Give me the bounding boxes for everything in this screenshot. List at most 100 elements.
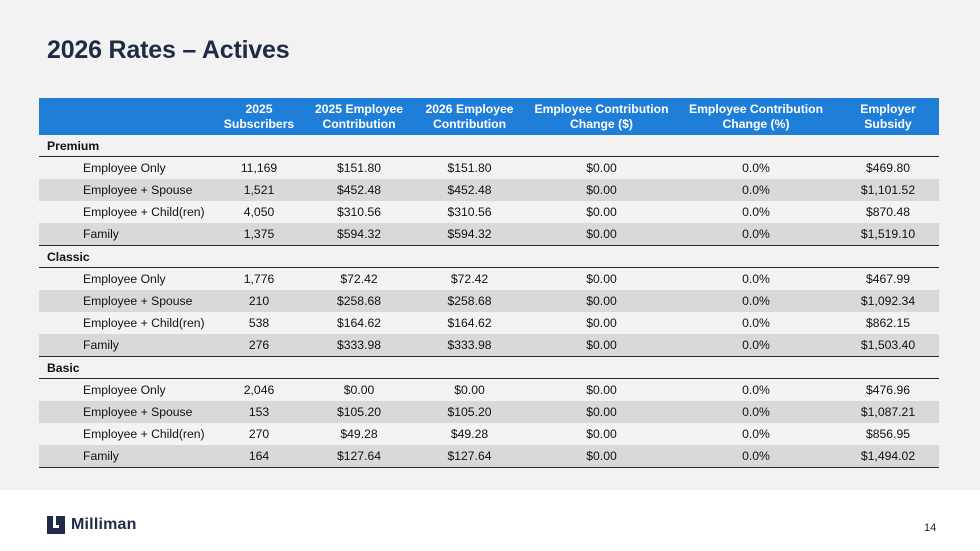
table-cell: $0.00	[528, 267, 675, 290]
table-cell: 1,375	[211, 223, 307, 246]
table-cell: $310.56	[307, 201, 411, 223]
table-cell: $0.00	[528, 179, 675, 201]
table-cell: $0.00	[528, 312, 675, 334]
table-cell: $333.98	[411, 334, 528, 357]
table-row: Employee + Spouse 153 $105.20 $105.20 $0.00 0…	[39, 401, 939, 423]
table-cell: $467.99	[837, 267, 939, 290]
table-cell: $258.68	[411, 290, 528, 312]
table-cell: $310.56	[411, 201, 528, 223]
milliman-logo: Milliman	[47, 515, 137, 535]
table-cell: 210	[211, 290, 307, 312]
section-header-row: Classic	[39, 245, 939, 268]
table-cell: $105.20	[411, 401, 528, 423]
table-cell: $856.95	[837, 423, 939, 445]
table-row: Employee + Child(ren) 4,050 $310.56 $310.56…	[39, 201, 939, 223]
table-cell: 0.0%	[675, 378, 837, 401]
table-cell: $72.42	[411, 267, 528, 290]
table-cell: $594.32	[411, 223, 528, 246]
column-header: Employer Subsidy	[837, 98, 939, 135]
section-header-row: Basic	[39, 356, 939, 379]
table-cell: $452.48	[307, 179, 411, 201]
table-row: Family 276 $333.98 $333.98 $0.00 0.0% $1,503.4…	[39, 334, 939, 357]
table-cell: 0.0%	[675, 223, 837, 246]
table-cell: 0.0%	[675, 290, 837, 312]
table-row: Employee + Spouse 210 $258.68 $258.68 $0.00 0…	[39, 290, 939, 312]
table-cell: 4,050	[211, 201, 307, 223]
table-cell: 2,046	[211, 378, 307, 401]
table-cell: $49.28	[411, 423, 528, 445]
milliman-logo-icon	[47, 516, 65, 534]
table-cell: $870.48	[837, 201, 939, 223]
table-cell: 270	[211, 423, 307, 445]
table-cell: $469.80	[837, 156, 939, 179]
table-cell: $0.00	[528, 290, 675, 312]
coverage-tier-label: Employee + Spouse	[39, 290, 211, 312]
table-cell: 0.0%	[675, 179, 837, 201]
table-cell: 1,521	[211, 179, 307, 201]
column-header: 2025 Subscribers	[211, 98, 307, 135]
column-header: 2025 Employee Contribution	[307, 98, 411, 135]
table-cell: $151.80	[411, 156, 528, 179]
section-header-row: Premium	[39, 135, 939, 157]
coverage-tier-label: Family	[39, 334, 211, 357]
table-cell: $105.20	[307, 401, 411, 423]
table-cell: 538	[211, 312, 307, 334]
coverage-tier-label: Employee + Child(ren)	[39, 312, 211, 334]
table-body: Premium Employee Only 11,169 $151.80 $151.80…	[39, 135, 939, 468]
table-cell: 11,169	[211, 156, 307, 179]
section-label: Basic	[39, 356, 939, 379]
coverage-tier-label: Employee + Child(ren)	[39, 423, 211, 445]
table-cell: $127.64	[307, 445, 411, 468]
table-row: Family 164 $127.64 $127.64 $0.00 0.0% $1,494.0…	[39, 445, 939, 468]
page-number: 14	[924, 522, 937, 534]
table-cell: $258.68	[307, 290, 411, 312]
table-cell: $0.00	[528, 223, 675, 246]
table-cell: $476.96	[837, 378, 939, 401]
table-cell: $1,503.40	[837, 334, 939, 357]
table-header-row: 2025 Subscribers 2025 Employee Contributi…	[39, 98, 939, 135]
coverage-tier-label: Employee Only	[39, 378, 211, 401]
coverage-tier-label: Family	[39, 223, 211, 246]
table-cell: $151.80	[307, 156, 411, 179]
section-label: Premium	[39, 135, 939, 157]
table-cell: $452.48	[411, 179, 528, 201]
table-cell: $0.00	[528, 401, 675, 423]
coverage-tier-label: Employee Only	[39, 267, 211, 290]
table-cell: $1,494.02	[837, 445, 939, 468]
table-row: Employee Only 1,776 $72.42 $72.42 $0.00 0.0% $…	[39, 267, 939, 290]
page-title: 2026 Rates – Actives	[47, 36, 290, 64]
brand-name: Milliman	[71, 516, 137, 533]
table-cell: 164	[211, 445, 307, 468]
table-cell: 0.0%	[675, 201, 837, 223]
table-cell: $49.28	[307, 423, 411, 445]
table-cell: $333.98	[307, 334, 411, 357]
table-cell: 0.0%	[675, 334, 837, 357]
coverage-tier-label: Employee + Spouse	[39, 179, 211, 201]
table-cell: $1,519.10	[837, 223, 939, 246]
table-cell: 0.0%	[675, 401, 837, 423]
table-cell: $0.00	[528, 378, 675, 401]
column-header: Employee Contribution Change (%)	[675, 98, 837, 135]
table-cell: $594.32	[307, 223, 411, 246]
column-header: Employee Contribution Change ($)	[528, 98, 675, 135]
table-cell: $862.15	[837, 312, 939, 334]
coverage-tier-label: Employee + Spouse	[39, 401, 211, 423]
table-cell: 0.0%	[675, 156, 837, 179]
table-cell: $164.62	[307, 312, 411, 334]
table-cell: 0.0%	[675, 267, 837, 290]
table-cell: $1,092.34	[837, 290, 939, 312]
table-row: Employee + Spouse 1,521 $452.48 $452.48 $0.0…	[39, 179, 939, 201]
table-row: Employee Only 11,169 $151.80 $151.80 $0.00 0.…	[39, 156, 939, 179]
table-cell: $1,087.21	[837, 401, 939, 423]
column-header	[39, 98, 211, 135]
table-cell: $0.00	[528, 334, 675, 357]
table-cell: $0.00	[528, 445, 675, 468]
table-cell: $0.00	[528, 156, 675, 179]
table-row: Employee + Child(ren) 538 $164.62 $164.62 $0…	[39, 312, 939, 334]
section-label: Classic	[39, 245, 939, 268]
table-cell: $0.00	[411, 378, 528, 401]
coverage-tier-label: Family	[39, 445, 211, 468]
table-cell: $164.62	[411, 312, 528, 334]
table-cell: $0.00	[528, 201, 675, 223]
table-row: Employee + Child(ren) 270 $49.28 $49.28 $0.0…	[39, 423, 939, 445]
